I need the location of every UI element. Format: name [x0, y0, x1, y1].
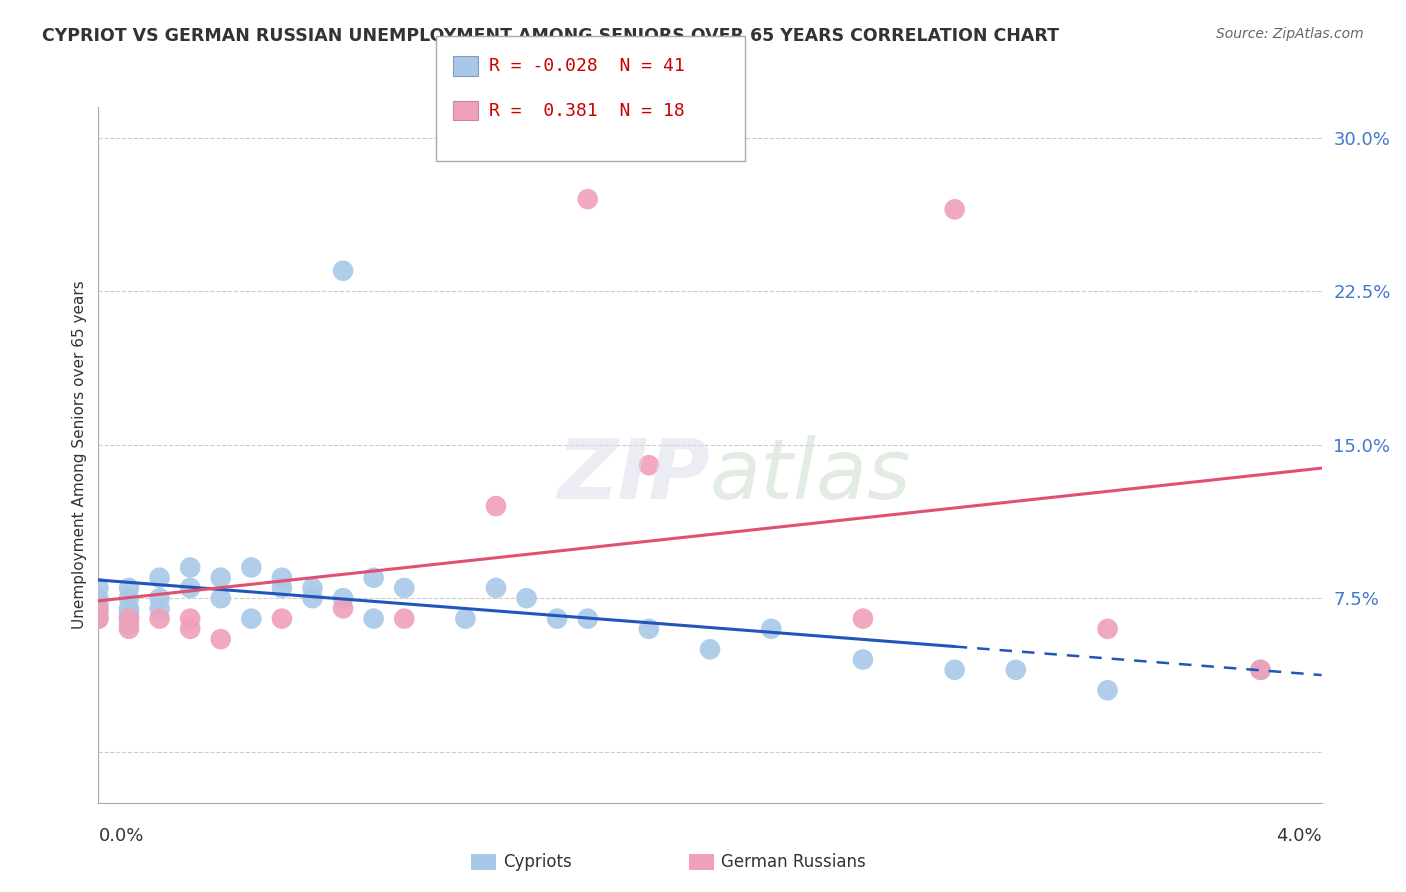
Point — [118, 606, 141, 620]
Point — [454, 612, 477, 626]
Point — [118, 622, 141, 636]
Point — [852, 652, 875, 666]
Point — [87, 601, 110, 615]
Point — [118, 612, 141, 626]
Point — [87, 612, 110, 626]
Point — [87, 581, 110, 595]
Point — [943, 202, 966, 217]
Point — [392, 581, 416, 595]
Point — [87, 591, 110, 606]
Point — [301, 581, 323, 595]
Point — [363, 571, 385, 585]
Point — [485, 499, 508, 513]
Point — [943, 663, 966, 677]
Point — [699, 642, 721, 657]
Point — [332, 591, 354, 606]
Point — [332, 264, 354, 278]
Point — [1097, 622, 1119, 636]
Point — [118, 617, 141, 632]
Point — [637, 622, 661, 636]
Point — [1097, 683, 1119, 698]
Point — [270, 612, 294, 626]
Point — [209, 632, 232, 646]
Point — [485, 581, 508, 595]
Point — [87, 612, 110, 626]
Point — [270, 571, 294, 585]
Point — [179, 560, 201, 574]
Point — [392, 612, 416, 626]
Point — [301, 591, 323, 606]
Point — [1249, 663, 1271, 677]
Point — [332, 601, 354, 615]
Text: 0.0%: 0.0% — [98, 828, 143, 846]
Text: ZIP: ZIP — [557, 435, 710, 516]
Point — [87, 606, 110, 620]
Text: German Russians: German Russians — [721, 853, 866, 871]
Point — [149, 601, 172, 615]
Text: Cypriots: Cypriots — [503, 853, 572, 871]
Point — [516, 591, 538, 606]
Text: 4.0%: 4.0% — [1277, 828, 1322, 846]
Point — [118, 612, 141, 626]
Point — [576, 192, 599, 206]
Point — [118, 581, 141, 595]
Point — [179, 612, 201, 626]
Point — [1004, 663, 1026, 677]
Point — [576, 612, 599, 626]
Point — [240, 560, 263, 574]
Point — [118, 601, 141, 615]
Point — [87, 597, 110, 611]
Y-axis label: Unemployment Among Seniors over 65 years: Unemployment Among Seniors over 65 years — [72, 281, 87, 629]
Text: Source: ZipAtlas.com: Source: ZipAtlas.com — [1216, 27, 1364, 41]
Point — [546, 612, 568, 626]
Point — [209, 571, 232, 585]
Point — [179, 622, 201, 636]
Point — [759, 622, 782, 636]
Point — [240, 612, 263, 626]
Text: R =  0.381  N = 18: R = 0.381 N = 18 — [489, 102, 685, 120]
Point — [149, 591, 172, 606]
Point — [637, 458, 661, 472]
Point — [209, 591, 232, 606]
Point — [270, 581, 294, 595]
Point — [118, 591, 141, 606]
Point — [1249, 663, 1271, 677]
Point — [149, 571, 172, 585]
Text: R = -0.028  N = 41: R = -0.028 N = 41 — [489, 57, 685, 75]
Text: atlas: atlas — [710, 435, 911, 516]
Point — [852, 612, 875, 626]
Text: CYPRIOT VS GERMAN RUSSIAN UNEMPLOYMENT AMONG SENIORS OVER 65 YEARS CORRELATION C: CYPRIOT VS GERMAN RUSSIAN UNEMPLOYMENT A… — [42, 27, 1059, 45]
Point — [363, 612, 385, 626]
Point — [149, 612, 172, 626]
Point — [179, 581, 201, 595]
